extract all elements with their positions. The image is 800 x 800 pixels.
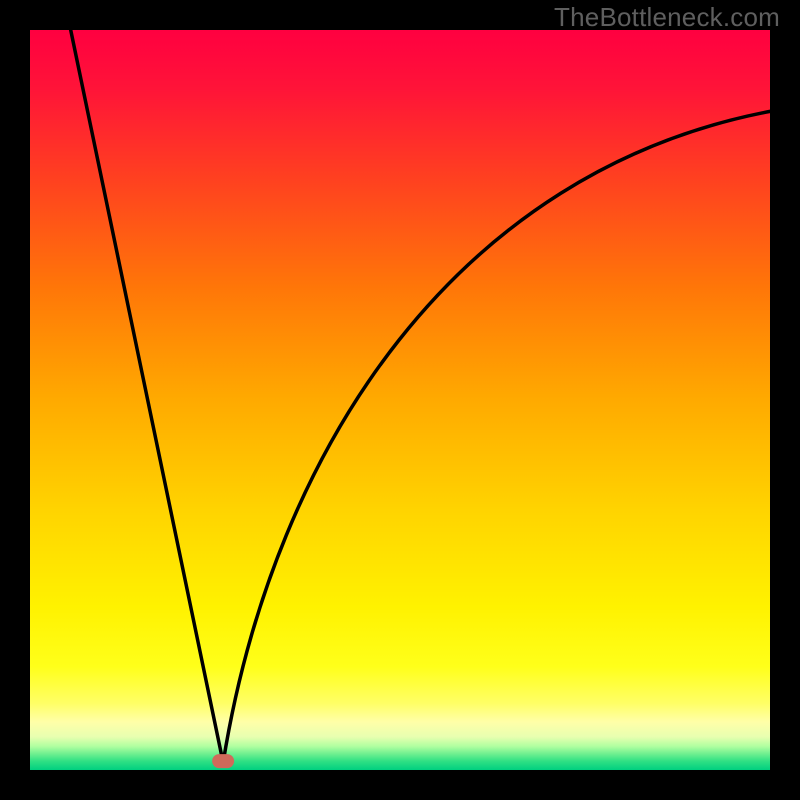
plot-svg xyxy=(30,30,770,770)
watermark-text: TheBottleneck.com xyxy=(554,2,780,33)
chart-frame: TheBottleneck.com xyxy=(0,0,800,800)
valley-marker xyxy=(212,754,234,768)
plot-area xyxy=(30,30,770,770)
gradient-background xyxy=(30,30,770,770)
